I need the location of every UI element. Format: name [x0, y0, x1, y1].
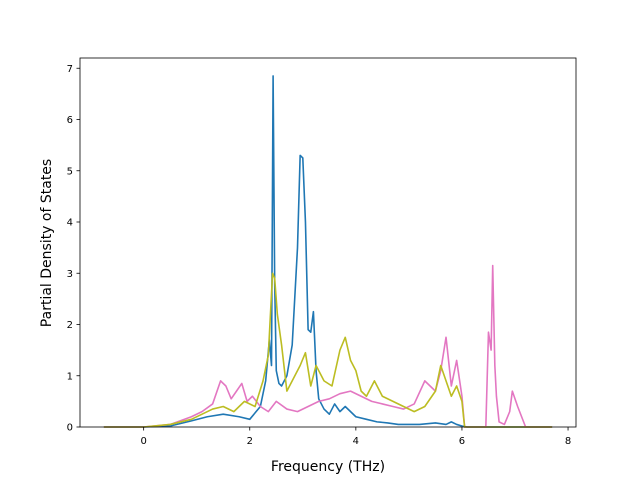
y-axis: 0 1 2 3 4 5 6 7 [67, 64, 80, 434]
x-tick-label: 0 [140, 436, 146, 447]
y-tick-label: 1 [67, 371, 73, 382]
series-line-1 [103, 75, 553, 428]
y-tick-label: 7 [67, 64, 73, 75]
y-axis-label: Partial Density of States [39, 159, 55, 327]
axes-frame [79, 57, 577, 428]
x-axis: 0 2 4 6 8 [140, 427, 571, 447]
y-tick-label: 2 [67, 320, 73, 331]
y-tick-label: 3 [67, 269, 73, 280]
y-tick-label: 4 [67, 218, 73, 229]
x-axis-label: Frequency (THz) [271, 459, 385, 475]
series-line-2 [103, 264, 553, 428]
series-line-3 [103, 272, 553, 428]
y-tick-label: 6 [67, 115, 73, 126]
y-tick-label: 5 [67, 166, 73, 177]
plot-area [103, 75, 553, 428]
x-tick-label: 8 [565, 436, 571, 447]
x-tick-label: 6 [459, 436, 465, 447]
x-tick-label: 2 [247, 436, 253, 447]
x-tick-label: 4 [353, 436, 359, 447]
y-tick-label: 0 [67, 423, 73, 434]
